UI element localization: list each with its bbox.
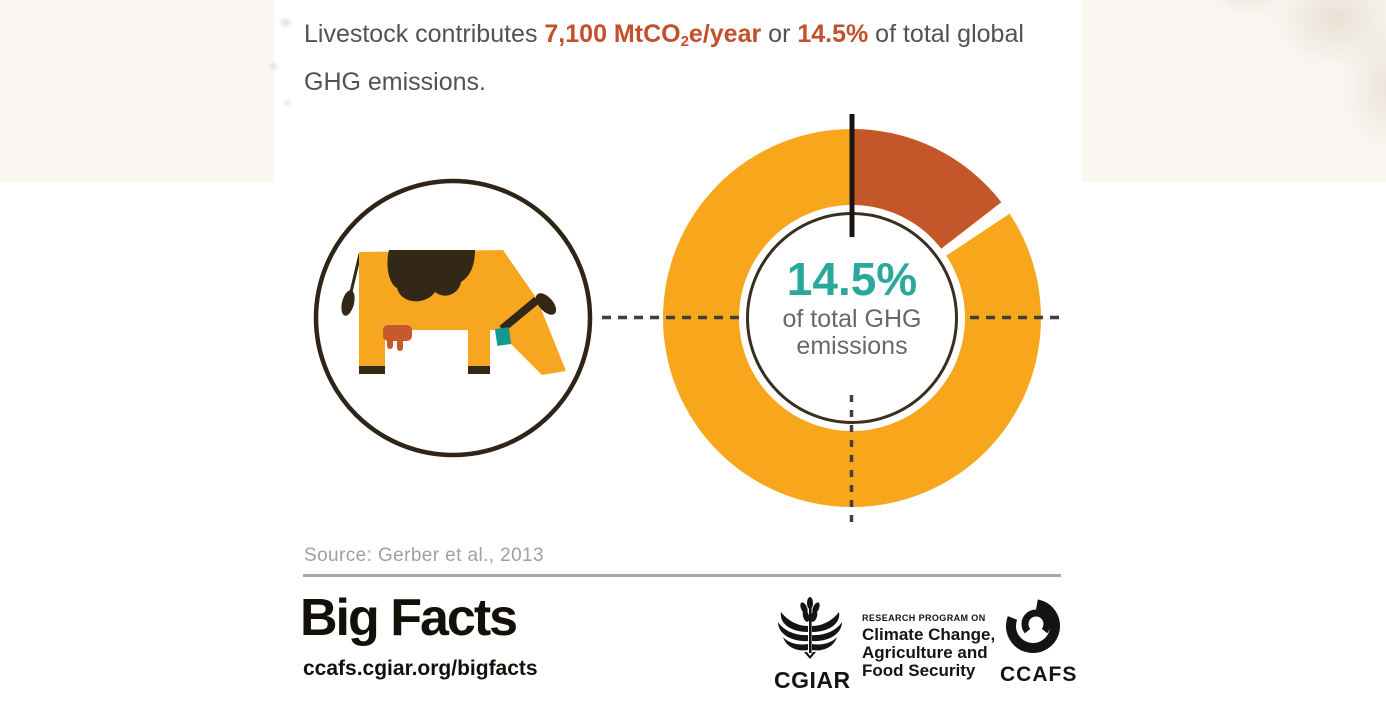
cgiar-grain [810, 610, 818, 622]
headline-value: 7,100 MtCO [544, 20, 681, 48]
headline-value-tail: e/year [688, 20, 762, 48]
cgiar-wing-left [783, 637, 808, 651]
cgiar-logo-block: CGIAR [774, 595, 851, 694]
cow-figure [341, 250, 566, 375]
donut-center-label: 14.5% of total GHG emissions [750, 252, 954, 360]
cow-tail-tip [341, 290, 355, 316]
ccafs-outer-crescent [1006, 599, 1060, 653]
cow-collar [499, 296, 540, 333]
cgiar-wheat-icon [778, 597, 842, 659]
cgiar-wing-right [812, 612, 840, 632]
program-kicker: RESEARCH PROGRAM ON [862, 613, 986, 623]
paper-texture-top-right [1150, 0, 1386, 182]
headline-mid: or [761, 20, 798, 48]
cgiar-grain [802, 610, 810, 622]
program-line: Agriculture and [862, 643, 988, 662]
program-line: Climate Change, [862, 625, 996, 644]
cgiar-stem [809, 601, 812, 653]
cow-back-patch [387, 250, 475, 302]
headline-lead: Livestock contributes [304, 20, 545, 48]
cgiar-label: CGIAR [774, 667, 851, 693]
cow-hoof-front [468, 366, 490, 374]
program-line: Food Security [862, 661, 976, 680]
cgiar-base [804, 652, 816, 659]
footer-divider [303, 574, 1061, 577]
cow-ear [535, 293, 557, 315]
headline-percent: 14.5% [797, 20, 869, 48]
cgiar-wing-left [780, 612, 808, 632]
headline-line2: GHG emissions. [304, 68, 486, 96]
ccafs-inner-crescent [1021, 609, 1051, 639]
headline-value-subscript: 2 [680, 33, 689, 50]
cgiar-wing-right [812, 637, 837, 651]
ccafs-label: CCAFS [1000, 663, 1078, 686]
cgiar-wing-right [812, 622, 842, 642]
headline-line1: Livestock contributes 7,100 MtCO2e/year … [304, 12, 1104, 60]
headline-tail: of total global [868, 20, 1024, 48]
cgiar-wing-left [778, 622, 808, 642]
cow-tail [349, 253, 362, 293]
ccafs-swirl-icon [1006, 599, 1060, 653]
brand-url[interactable]: ccafs.cgiar.org/bigfacts [303, 657, 538, 680]
cow-udder-teat [397, 338, 403, 351]
cgiar-grain [807, 597, 813, 609]
cow-hoof-back [359, 366, 385, 374]
ccafs-logo-block: CCAFS [1000, 596, 1078, 687]
program-name-block: RESEARCH PROGRAM ON Climate Change, Agri… [862, 613, 995, 680]
brand-title: Big Facts [300, 589, 518, 647]
donut-caption-line1: of total GHG [782, 305, 922, 333]
donut-hub [739, 205, 965, 431]
headline: Livestock contributes 7,100 MtCO2e/year … [304, 12, 1104, 105]
paper-texture-top-left [250, 6, 310, 116]
donut-caption-line2: emissions [796, 332, 908, 360]
source-citation: Source: Gerber et al., 2013 [304, 545, 544, 566]
donut-percent-value: 14.5% [786, 253, 918, 305]
cow-udder-teat [387, 336, 393, 349]
side-tint-left [0, 0, 274, 182]
cow-bell-tag [494, 327, 512, 346]
twelve-oclock-tick [849, 114, 855, 237]
cow-icon [313, 178, 593, 458]
